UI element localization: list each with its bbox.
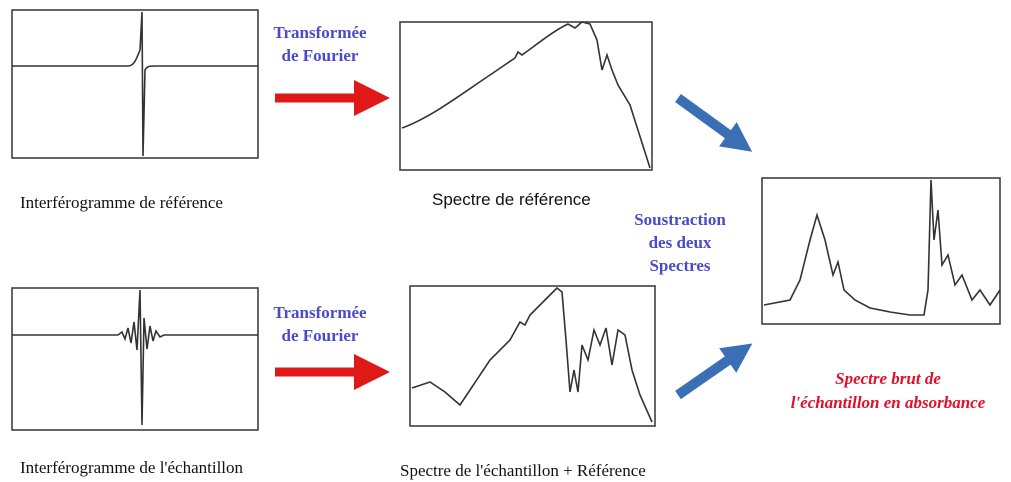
transform-label: de Fourier	[282, 326, 359, 345]
transform-label: Transformée	[273, 23, 367, 42]
transform-label: Transformée	[273, 303, 367, 322]
result-label: l'échantillon en absorbance	[791, 393, 986, 412]
subtraction-label: des deux	[649, 233, 712, 252]
spectrum-label: Spectre de l'échantillon + Référence	[400, 461, 646, 480]
spectrum-ref-curve	[401, 21, 651, 169]
interferogram-label: Interférogramme de référence	[20, 193, 223, 212]
interferogram-sample-frame	[11, 287, 259, 431]
result-frame	[761, 177, 1001, 325]
arrow-blue	[675, 343, 753, 400]
transform-label: de Fourier	[282, 46, 359, 65]
interferogram-ref-frame	[11, 9, 259, 159]
spectrum-label: Spectre de référence	[432, 190, 591, 209]
interferogram-label: Interférogramme de l'échantillon	[20, 458, 244, 477]
result-label: Spectre brut de	[835, 369, 941, 388]
spectrum-sample-curve	[411, 286, 653, 423]
interferogram-sample-curve	[12, 289, 258, 426]
interferogram-ref-curve	[12, 11, 258, 157]
result-curve	[763, 179, 1001, 316]
subtraction-label: Spectres	[649, 256, 710, 275]
spectrum-ref-frame	[399, 21, 653, 171]
spectrum-sample-frame	[409, 285, 656, 427]
arrow-blue	[675, 93, 753, 152]
subtraction-label: Soustraction	[634, 210, 726, 229]
